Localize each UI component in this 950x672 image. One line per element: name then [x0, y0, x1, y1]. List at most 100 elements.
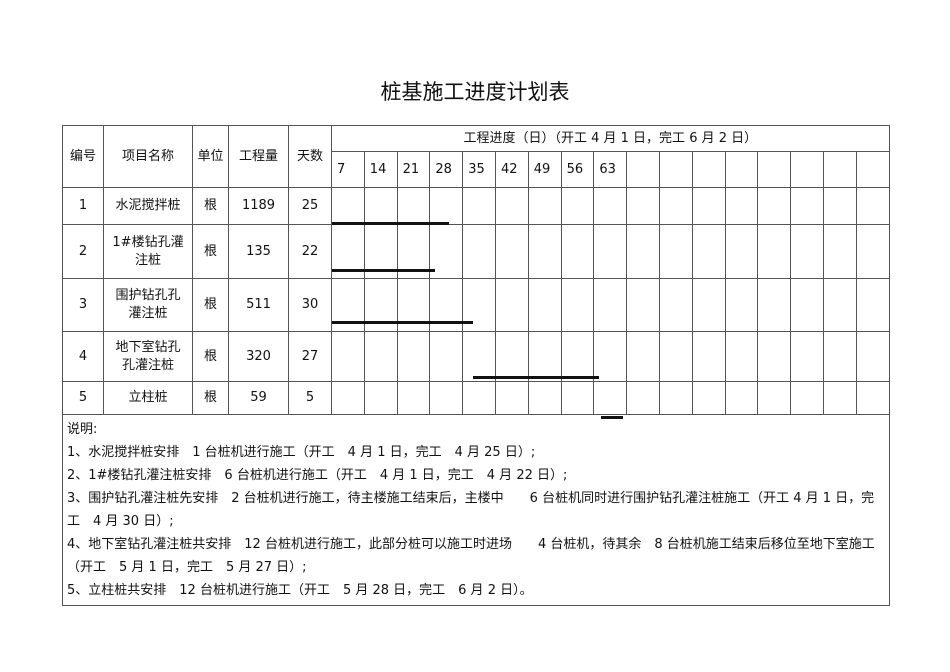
cell-unit: 根 [192, 381, 229, 415]
schedule-table-wrapper: 编号 项目名称 单位 工程量 天数 工程进度（日）（开工 4 月 1 日，完工 … [62, 125, 890, 606]
day-cell [855, 381, 890, 415]
cell-unit: 根 [192, 187, 229, 225]
day-cell [494, 187, 529, 225]
cell-name: 围护钻孔孔灌注桩 [103, 278, 193, 332]
day-tick: 35 [462, 151, 496, 188]
day-cell [790, 331, 824, 382]
cell-no: 1 [62, 187, 104, 225]
day-cell [790, 187, 824, 225]
day-cell [855, 224, 890, 279]
gantt-bar [472, 376, 600, 379]
day-cell [724, 331, 759, 382]
day-cell [822, 187, 857, 225]
table-row: 1 水泥搅拌桩根 1189 25 [62, 187, 890, 225]
day-cell [363, 187, 398, 225]
day-cell [790, 278, 824, 332]
day-cell [527, 381, 562, 415]
day-cell [462, 381, 496, 415]
cell-no: 2 [62, 224, 104, 279]
cell-days: 30 [288, 278, 332, 332]
day-cell [691, 381, 726, 415]
cell-unit: 根 [192, 278, 229, 332]
day-cell [822, 381, 857, 415]
day-tick: 14 [363, 151, 398, 188]
cell-quantity: 511 [228, 278, 289, 332]
day-cell [658, 224, 693, 279]
day-tick [658, 151, 693, 188]
day-cell [822, 278, 857, 332]
day-cell [626, 381, 660, 415]
cell-days: 27 [288, 331, 332, 382]
day-cell [363, 331, 398, 382]
cell-quantity: 320 [228, 331, 289, 382]
header-quantity: 工程量 [228, 125, 289, 188]
day-cell [658, 331, 693, 382]
day-cell [822, 224, 857, 279]
day-cell [626, 278, 660, 332]
note-line: 1、水泥搅拌桩安排 1 台桩机进行施工（开工 4 月 1 日，完工 4 月 25… [67, 445, 536, 460]
day-cell [757, 331, 792, 382]
cell-quantity: 1189 [228, 187, 289, 225]
cell-quantity: 59 [228, 381, 289, 415]
cell-quantity: 135 [228, 224, 289, 279]
day-cell [757, 224, 792, 279]
day-tick: 28 [429, 151, 464, 188]
day-cell [593, 331, 628, 382]
day-cell [331, 187, 365, 225]
schedule-table: 编号 项目名称 单位 工程量 天数 工程进度（日）（开工 4 月 1 日，完工 … [62, 125, 890, 606]
day-cell [593, 278, 628, 332]
day-cell [462, 224, 496, 279]
day-tick: 42 [494, 151, 529, 188]
cell-days: 25 [288, 187, 332, 225]
day-cell [527, 187, 562, 225]
day-cell [658, 381, 693, 415]
day-tick [724, 151, 759, 188]
note-line: 3、围护钻孔灌注桩先安排 2 台桩机进行施工，待主楼施工结束后，主楼中 6 台桩… [67, 491, 875, 529]
day-tick: 56 [560, 151, 595, 188]
header-no: 编号 [62, 125, 104, 188]
note-line: 2、1#楼钻孔灌注桩安排 6 台桩机进行施工（开工 4 月 1 日，完工 4 月… [67, 468, 568, 483]
day-cell [396, 331, 431, 382]
day-cell [691, 187, 726, 225]
day-cell [396, 381, 431, 415]
day-cell [626, 331, 660, 382]
day-cell [626, 224, 660, 279]
day-cell [462, 331, 496, 382]
day-tick [855, 151, 890, 188]
day-cell [331, 331, 365, 382]
day-cell [822, 331, 857, 382]
day-tick [691, 151, 726, 188]
cell-no: 3 [62, 278, 104, 332]
day-cell [494, 224, 529, 279]
table-row: 3 围护钻孔孔灌注桩根 511 30 [62, 278, 890, 332]
cell-days: 5 [288, 381, 332, 415]
cell-name: 水泥搅拌桩 [103, 187, 193, 225]
day-cell [658, 187, 693, 225]
day-cell [527, 224, 562, 279]
gantt-bar [332, 269, 436, 272]
day-cell [855, 187, 890, 225]
day-tick: 63 [593, 151, 628, 188]
day-cell [363, 381, 398, 415]
day-cell [691, 331, 726, 382]
day-cell [757, 381, 792, 415]
day-cell [790, 381, 824, 415]
cell-days: 22 [288, 224, 332, 279]
day-cell [560, 331, 595, 382]
page-title: 桩基施工进度计划表 [380, 80, 570, 104]
gantt-bar [332, 321, 473, 324]
cell-unit: 根 [192, 331, 229, 382]
note-line: 说明: [67, 422, 98, 437]
day-tick [790, 151, 824, 188]
day-cell [429, 331, 464, 382]
day-cell [855, 278, 890, 332]
day-cell [560, 224, 595, 279]
day-cell [724, 278, 759, 332]
day-cell [658, 278, 693, 332]
day-cell [429, 381, 464, 415]
cell-no: 4 [62, 331, 104, 382]
day-cell [593, 224, 628, 279]
table-row: 4 地下室钻孔孔灌注桩根 320 27 [62, 331, 890, 382]
header-unit: 单位 [192, 125, 229, 188]
day-cell [429, 187, 464, 225]
